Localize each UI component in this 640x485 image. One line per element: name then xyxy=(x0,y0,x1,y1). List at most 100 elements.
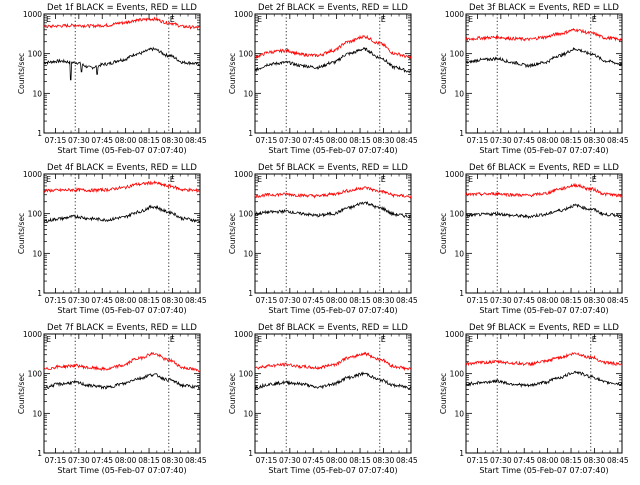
x-tick-label: 08:45 xyxy=(607,136,629,145)
panel-title: Det 5f BLACK = Events, RED = LLD xyxy=(258,163,408,173)
x-tick-label: 08:30 xyxy=(373,456,395,465)
panel-title: Det 3f BLACK = Events, RED = LLD xyxy=(469,3,619,13)
y-tick-label: 10 xyxy=(32,89,42,98)
x-tick-label: 08:15 xyxy=(560,296,582,305)
x-tick-label: 08:15 xyxy=(560,136,582,145)
series-line-lld xyxy=(43,351,201,373)
series-line-lld xyxy=(254,351,411,372)
detector-panel-7: Det 7f BLACK = Events, RED = LLD 1 10 100 10… xyxy=(17,323,207,475)
y-tick-label: 1 xyxy=(459,449,464,458)
y-tick-label: 10 xyxy=(32,409,42,418)
x-tick-label: 07:15 xyxy=(45,456,67,465)
x-axis-label: Start Time (05-Feb-07 07:07:40) xyxy=(57,146,186,155)
y-tick-label: 1000 xyxy=(445,10,464,19)
plot-frame xyxy=(254,173,412,294)
y-tick-label: 100 xyxy=(450,370,465,379)
x-tick-label: 08:30 xyxy=(162,136,184,145)
panel-title: Det 2f BLACK = Events, RED = LLD xyxy=(258,3,408,13)
y-tick-label: 1000 xyxy=(234,170,253,179)
x-tick-label: 08:45 xyxy=(185,136,207,145)
x-tick-label: 08:30 xyxy=(584,136,606,145)
event-marker-label-right: E xyxy=(170,335,175,344)
y-tick-label: 10 xyxy=(243,89,253,98)
event-marker-label-right: E xyxy=(381,335,386,344)
series-line-lld xyxy=(43,180,201,193)
x-tick-label: 08:30 xyxy=(584,456,606,465)
series-line-events xyxy=(43,46,201,81)
x-tick-label: 07:45 xyxy=(302,136,324,145)
series-line-events xyxy=(254,371,412,390)
plot-frame xyxy=(465,13,623,134)
x-tick-label: 08:00 xyxy=(537,136,559,145)
plot-frame xyxy=(43,333,201,454)
plot-frame xyxy=(465,333,623,454)
event-marker-label-left: E xyxy=(46,175,51,184)
detector-panel-9: Det 9f BLACK = Events, RED = LLD 1 10 100 10… xyxy=(439,323,629,475)
x-axis-label: Start Time (05-Feb-07 07:07:40) xyxy=(57,306,186,315)
event-marker-label-left: E xyxy=(468,175,473,184)
series-line-events xyxy=(43,373,201,390)
y-tick-label: 1 xyxy=(248,129,253,138)
x-tick-label: 07:30 xyxy=(490,296,512,305)
x-tick-label: 07:45 xyxy=(513,136,535,145)
event-marker-label-right: E xyxy=(170,175,175,184)
event-marker-label-right: E xyxy=(592,335,597,344)
x-tick-label: 08:15 xyxy=(138,296,160,305)
x-tick-label: 07:30 xyxy=(279,296,301,305)
x-tick-label: 08:45 xyxy=(607,296,629,305)
x-tick-label: 07:15 xyxy=(467,296,489,305)
event-marker-label-left: E xyxy=(46,335,51,344)
x-tick-label: 07:15 xyxy=(467,136,489,145)
x-axis-label: Start Time (05-Feb-07 07:07:40) xyxy=(479,146,608,155)
x-tick-label: 07:45 xyxy=(91,136,113,145)
x-tick-label: 08:15 xyxy=(349,136,371,145)
y-tick-label: 1000 xyxy=(445,330,464,339)
y-tick-label: 1000 xyxy=(23,330,42,339)
y-axis-label: Counts/sec xyxy=(17,53,26,94)
y-tick-label: 1 xyxy=(248,449,253,458)
series-line-events xyxy=(254,47,412,74)
detector-panel-2: Det 2f BLACK = Events, RED = LLD 1 10 100 10… xyxy=(228,3,418,155)
x-tick-label: 08:30 xyxy=(584,296,606,305)
event-marker-label-left: E xyxy=(468,15,473,24)
x-tick-label: 07:45 xyxy=(302,296,324,305)
x-axis-label: Start Time (05-Feb-07 07:07:40) xyxy=(479,306,608,315)
detector-panel-6: Det 6f BLACK = Events, RED = LLD 1 10 100 10… xyxy=(439,163,629,315)
y-tick-label: 10 xyxy=(243,249,253,258)
series-line-events xyxy=(465,370,623,389)
y-axis-label: Counts/sec xyxy=(17,373,26,414)
event-marker-label-left: E xyxy=(46,15,51,24)
y-tick-label: 100 xyxy=(28,50,43,59)
plot-frame xyxy=(43,173,201,294)
event-marker-label-left: E xyxy=(257,335,262,344)
series-line-lld xyxy=(465,351,623,367)
x-axis-label: Start Time (05-Feb-07 07:07:40) xyxy=(268,306,397,315)
y-tick-label: 1000 xyxy=(234,10,253,19)
y-tick-label: 10 xyxy=(32,249,42,258)
plot-frame xyxy=(254,13,412,134)
x-tick-label: 08:15 xyxy=(560,456,582,465)
panel-title: Det 4f BLACK = Events, RED = LLD xyxy=(47,163,197,173)
x-tick-label: 07:45 xyxy=(91,456,113,465)
y-tick-label: 10 xyxy=(243,409,253,418)
x-tick-label: 08:30 xyxy=(162,296,184,305)
y-axis-label: Counts/sec xyxy=(439,53,448,94)
x-tick-label: 08:15 xyxy=(138,136,160,145)
x-axis-label: Start Time (05-Feb-07 07:07:40) xyxy=(268,466,397,475)
x-tick-label: 08:15 xyxy=(349,456,371,465)
y-tick-label: 100 xyxy=(28,210,43,219)
x-tick-label: 08:00 xyxy=(326,136,348,145)
series-line-lld xyxy=(43,16,201,30)
y-tick-label: 1 xyxy=(459,129,464,138)
panel-title: Det 8f BLACK = Events, RED = LLD xyxy=(258,323,408,333)
y-tick-label: 100 xyxy=(450,50,465,59)
x-tick-label: 08:00 xyxy=(326,296,348,305)
x-tick-label: 07:30 xyxy=(279,456,301,465)
plot-frame xyxy=(465,173,623,294)
x-tick-label: 08:45 xyxy=(396,456,418,465)
x-tick-label: 07:30 xyxy=(68,136,90,145)
x-tick-label: 08:30 xyxy=(162,456,184,465)
x-tick-label: 07:30 xyxy=(490,136,512,145)
y-tick-label: 100 xyxy=(239,370,254,379)
